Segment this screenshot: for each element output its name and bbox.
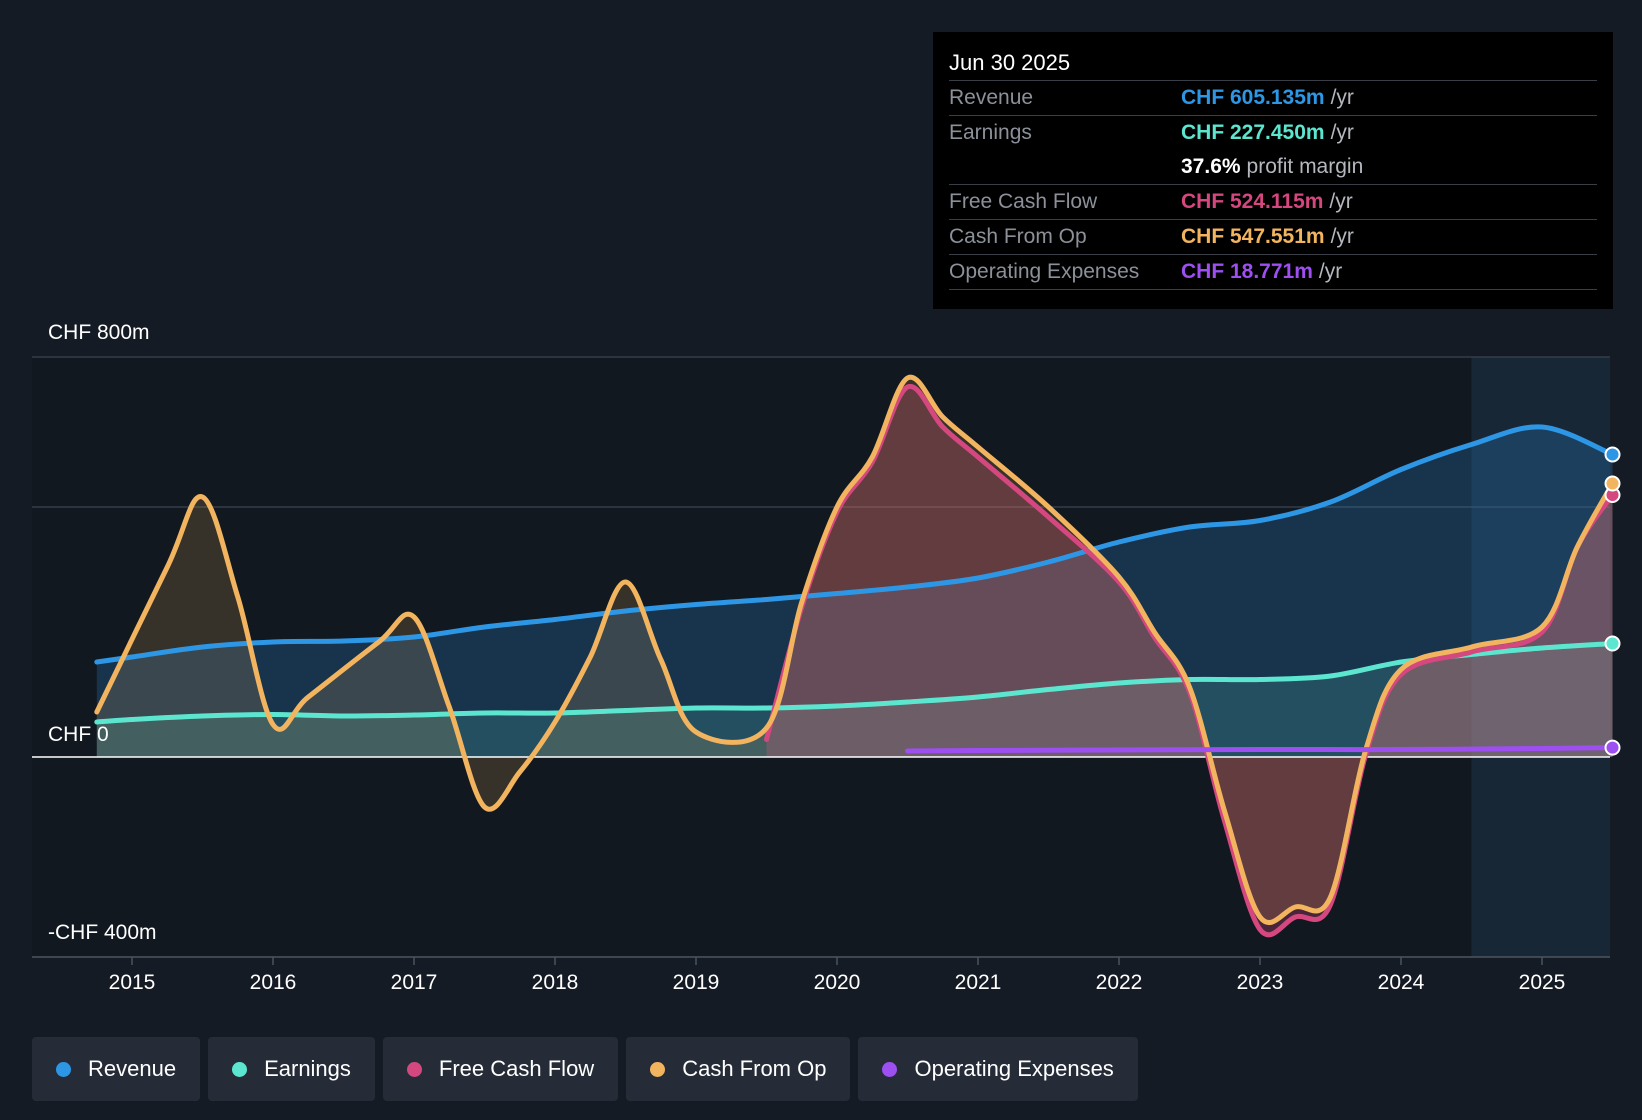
series-lines (94, 374, 1615, 938)
legend-label: Operating Expenses (914, 1056, 1114, 1081)
tooltip-unit: /yr (1329, 190, 1353, 213)
legend-item-cash-from-op[interactable]: Cash From Op (626, 1037, 851, 1101)
y-axis: CHF 800m CHF 0 -CHF 400m (48, 321, 157, 944)
earnings-dot-icon (232, 1061, 248, 1077)
tooltip-label: Revenue (949, 86, 1034, 109)
earnings-area (96, 643, 1613, 757)
tooltip-row-operating-expenses: Operating Expenses CHF 18.771m /yr (949, 255, 1597, 290)
plot-background (32, 357, 1610, 957)
legend-label: Free Cash Flow (438, 1056, 595, 1081)
tooltip-label: Operating Expenses (949, 260, 1140, 283)
legend: Revenue Earnings Free Cash Flow Cash Fro… (32, 1037, 1138, 1101)
legend-label: Revenue (88, 1056, 177, 1081)
operating-expenses-dot-icon (882, 1061, 898, 1077)
tooltip-row-earnings: Earnings CHF 227.450m /yr (949, 116, 1597, 150)
free-cash-flow-dot-icon (406, 1061, 422, 1077)
tooltip-value: CHF 524.115m (1181, 190, 1324, 213)
revenue-line (94, 424, 1615, 665)
operating-expenses-endpoint (1604, 739, 1621, 756)
tooltip: Jun 30 2025 Revenue CHF 605.135m /yr Ear… (933, 32, 1613, 309)
tooltip-row-revenue: Revenue CHF 605.135m /yr (949, 81, 1597, 116)
tooltip-value: 37.6% (1181, 155, 1241, 178)
series-endpoints (1604, 446, 1621, 756)
legend-item-earnings[interactable]: Earnings (208, 1037, 375, 1101)
x-tick-label: 2025 (1519, 971, 1566, 994)
tooltip-unit: /yr (1330, 86, 1354, 109)
x-tick-label: 2018 (532, 971, 579, 994)
cash-from-op-endpoint (1604, 475, 1621, 492)
tooltip-date: Jun 30 2025 (949, 46, 1597, 81)
x-tick-label: 2020 (814, 971, 861, 994)
tooltip-label (949, 150, 1181, 184)
tooltip-unit: /yr (1330, 121, 1354, 144)
x-tick-label: 2023 (1237, 971, 1284, 994)
tooltip-label: Earnings (949, 121, 1032, 144)
free-cash-flow-area (766, 386, 1613, 935)
y-tick-label: CHF 0 (48, 723, 109, 746)
y-tick-label: CHF 800m (48, 321, 150, 344)
earnings-line (94, 641, 1615, 725)
cash-from-op-line (94, 374, 1615, 926)
legend-label: Earnings (264, 1056, 351, 1081)
tooltip-value: CHF 605.135m (1181, 86, 1325, 109)
legend-label: Cash From Op (682, 1056, 827, 1081)
tooltip-label: Cash From Op (949, 225, 1087, 248)
tooltip-value: CHF 18.771m (1181, 260, 1313, 283)
x-tick-label: 2017 (391, 971, 438, 994)
cash-from-op-dot-icon (650, 1061, 666, 1077)
y-tick-label: -CHF 400m (48, 921, 157, 944)
tooltip-unit: /yr (1318, 260, 1343, 283)
legend-item-revenue[interactable]: Revenue (32, 1037, 201, 1101)
revenue-area (96, 426, 1613, 757)
x-axis: 2015 2016 2017 2018 2019 2020 2021 2022 2023 2024… (32, 956, 1610, 994)
revenue-dot-icon (56, 1061, 71, 1077)
x-tick-label: 2022 (1096, 971, 1143, 994)
tooltip-value: CHF 227.450m (1181, 121, 1325, 144)
x-tick-label: 2015 (109, 971, 156, 994)
earnings-endpoint (1604, 635, 1621, 652)
revenue-endpoint (1604, 446, 1621, 463)
tooltip-row-free-cash-flow: Free Cash Flow CHF 524.115m /yr (949, 185, 1597, 220)
x-tick-label: 2024 (1378, 971, 1425, 994)
tooltip-row-cash-from-op: Cash From Op CHF 547.551m /yr (949, 220, 1597, 255)
tooltip-value: CHF 547.551m (1181, 225, 1325, 248)
x-tick-label: 2019 (673, 971, 720, 994)
x-tick-label: 2021 (955, 971, 1002, 994)
tooltip-unit: /yr (1330, 225, 1354, 248)
legend-item-free-cash-flow[interactable]: Free Cash Flow (382, 1037, 619, 1101)
x-tick-label: 2016 (250, 971, 297, 994)
legend-item-operating-expenses[interactable]: Operating Expenses (858, 1037, 1138, 1101)
tooltip-unit: profit margin (1246, 155, 1364, 178)
tooltip-label: Free Cash Flow (949, 190, 1098, 213)
operating-expenses-line (905, 745, 1615, 754)
tooltip-row-profit-margin: 37.6% profit margin (949, 150, 1597, 185)
forecast-band (1471, 357, 1610, 957)
